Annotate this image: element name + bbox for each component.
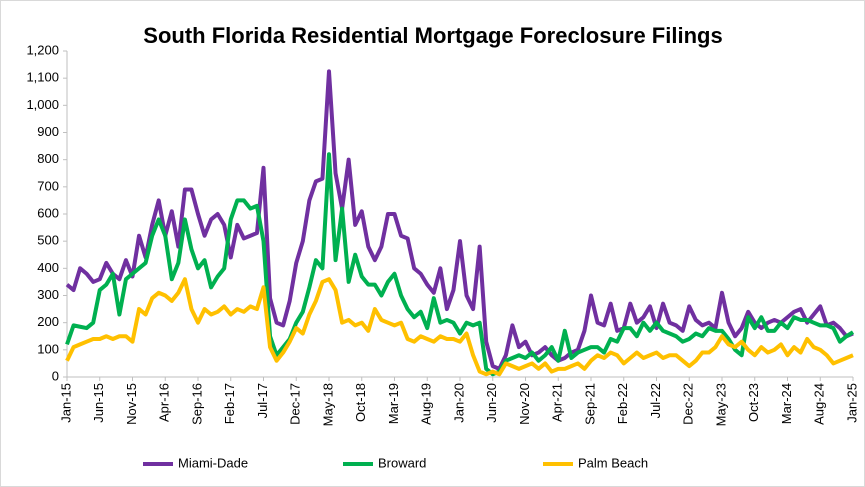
y-tick-label: 1,100 (26, 70, 59, 85)
x-tick-label: Feb-22 (615, 383, 630, 424)
x-tick-label: May-23 (713, 383, 728, 426)
x-tick-label: Jan-20 (451, 383, 466, 423)
x-tick-label: Oct-23 (746, 383, 761, 422)
x-tick-label: Mar-24 (779, 383, 794, 424)
x-tick-label: Apr-16 (157, 383, 172, 422)
x-tick-label: Jul-22 (648, 383, 663, 418)
x-tick-label: Dec-17 (288, 383, 303, 425)
y-tick-label: 1,200 (26, 42, 59, 57)
x-tick-label: Mar-19 (386, 383, 401, 424)
y-tick-label: 0 (52, 368, 59, 383)
series-line (65, 152, 855, 377)
x-tick-label: Aug-24 (812, 383, 827, 425)
x-tick-label: Jan-15 (58, 383, 73, 423)
x-tick-label: Aug-19 (419, 383, 434, 425)
x-tick-label: Oct-18 (353, 383, 368, 422)
y-tick-label: 500 (37, 233, 59, 248)
x-tick-label: Apr-21 (550, 383, 565, 422)
x-tick-label: May-18 (320, 383, 335, 426)
x-tick-label: Sep-16 (189, 383, 204, 425)
y-tick-label: 400 (37, 260, 59, 275)
x-tick-label: Jul-17 (255, 383, 270, 418)
y-tick-label: 100 (37, 341, 59, 356)
series-line (65, 69, 854, 371)
y-tick-label: 800 (37, 151, 59, 166)
legend-label: Palm Beach (578, 455, 648, 470)
x-tick-label: Sep-21 (582, 383, 597, 425)
chart-title: South Florida Residential Mortgage Forec… (143, 23, 722, 48)
y-tick-label: 700 (37, 178, 59, 193)
x-tick-label: Jan-25 (844, 383, 859, 423)
y-tick-label: 900 (37, 124, 59, 139)
legend-label: Miami-Dade (178, 455, 248, 470)
y-tick-label: 300 (37, 287, 59, 302)
y-tick-label: 600 (37, 205, 59, 220)
x-tick-label: Nov-15 (124, 383, 139, 425)
y-tick-label: 1,000 (26, 97, 59, 112)
x-tick-label: Nov-20 (517, 383, 532, 425)
x-tick-label: Feb-17 (222, 383, 237, 424)
x-tick-label: Jun-15 (91, 383, 106, 423)
x-tick-label: Dec-22 (681, 383, 696, 425)
legend-label: Broward (378, 455, 426, 470)
x-tick-label: Jun-20 (484, 383, 499, 423)
series-line (65, 277, 854, 377)
y-tick-label: 200 (37, 314, 59, 329)
